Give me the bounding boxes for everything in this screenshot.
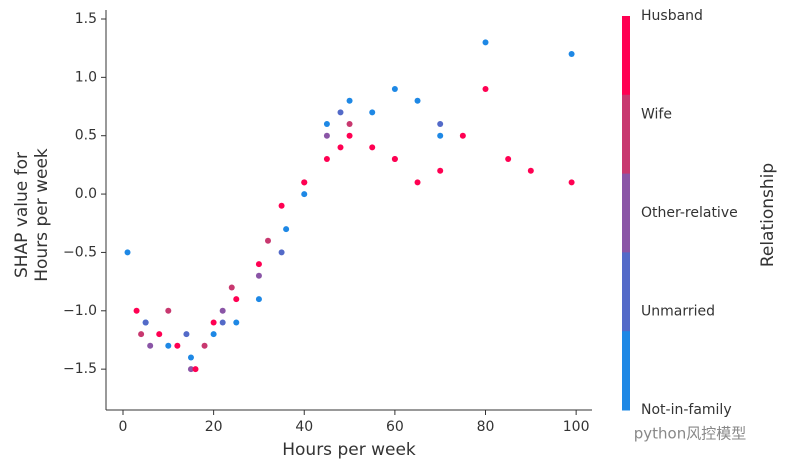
point [459,132,466,139]
y-axis-label: Hours per week [32,148,52,282]
x-axis-label: Hours per week [282,440,416,460]
point [391,156,398,163]
point [414,97,421,104]
point [192,366,199,373]
point [124,249,131,256]
point [482,86,489,93]
colorbar-tick-label: Husband [641,8,703,24]
point [210,331,217,338]
x-tick-label: 40 [295,419,313,435]
y-tick-label: 1.5 [75,11,97,27]
point [183,331,190,338]
x-tick-label: 100 [563,419,590,435]
x-tick-label: 20 [205,419,223,435]
point [323,156,330,163]
colorbar-tick-label: Not-in-family [641,402,732,418]
colorbar-label: Relationship [758,163,778,267]
point [301,179,308,186]
y-tick-label: 0.0 [75,186,97,202]
point [437,167,444,174]
point [346,132,353,139]
y-tick-label: −0.5 [63,244,97,260]
point [505,156,512,163]
point [323,132,330,139]
y-tick-label: −1.0 [63,303,97,319]
point [233,296,240,303]
point [165,307,172,314]
point [414,179,421,186]
point [133,307,140,314]
point [156,331,163,338]
point [437,121,444,128]
point [265,237,271,244]
point [255,261,262,268]
point [255,272,262,279]
point [174,342,181,349]
colorbar-segment [622,252,630,332]
point [165,342,172,349]
point [210,319,217,326]
point [278,202,285,209]
point [568,179,575,186]
point [283,226,290,233]
point [337,144,344,151]
point [301,191,308,198]
point [147,342,154,349]
point [346,97,353,104]
x-tick-label: 80 [477,419,495,435]
point [278,249,285,256]
y-tick-label: 1.0 [75,69,97,85]
point [369,109,376,116]
point [228,284,235,291]
y-tick-label: 0.5 [75,128,97,144]
colorbar-tick-label: Wife [641,107,672,123]
point [437,132,444,139]
point [391,86,398,93]
point [187,366,194,373]
point [219,319,226,326]
point [138,331,145,338]
colorbar-segment [622,94,630,175]
point [255,296,262,303]
point [346,121,353,128]
point [233,319,240,326]
point [337,109,344,116]
point [527,167,534,174]
y-axis-label: SHAP value for [12,152,32,278]
point [219,307,226,314]
colorbar-segment [622,16,630,96]
x-tick-label: 60 [386,419,404,435]
point [142,319,149,326]
x-tick-label: 0 [119,419,128,435]
point [323,121,330,128]
point [568,51,575,58]
point [482,39,489,46]
watermark: python风控模型 [634,425,746,443]
point [187,354,194,361]
y-tick-label: −1.5 [63,361,97,377]
colorbar-tick-label: Unmarried [641,304,715,320]
point [369,144,376,151]
colorbar-segment [622,331,630,411]
colorbar-segment [622,173,630,253]
colorbar-tick-label: Other-relative [641,205,738,221]
point [201,342,208,349]
